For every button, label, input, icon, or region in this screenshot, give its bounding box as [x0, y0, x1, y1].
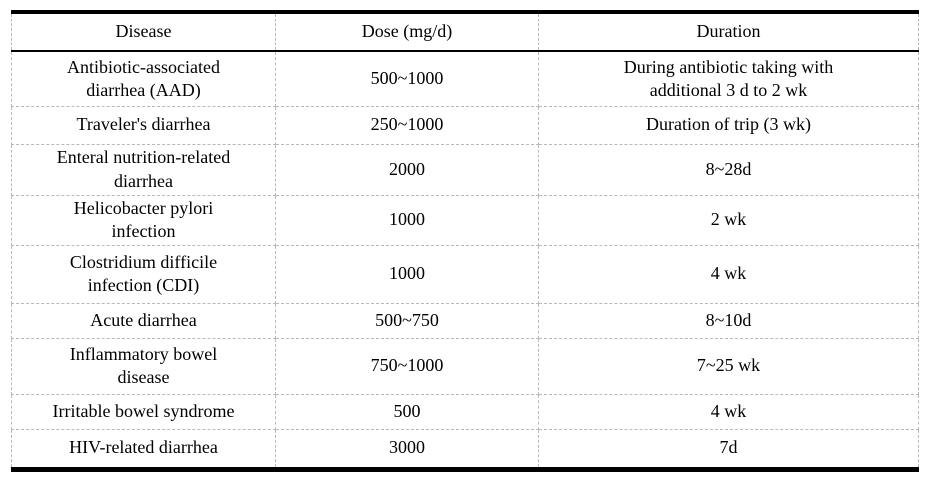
- duration-cell: 7~25 wk: [538, 337, 919, 395]
- disease-cell: Antibiotic-associated diarrhea (AAD): [11, 50, 276, 107]
- disease-cell: Enteral nutrition-related diarrhea: [11, 143, 276, 196]
- duration-cell: 7d: [538, 428, 919, 470]
- duration-cell: 8~28d: [538, 143, 919, 196]
- dose-cell: 1000: [275, 244, 539, 304]
- disease-cell: Clostridium difficile infection (CDI): [11, 244, 276, 304]
- table-row: Traveler's diarrhea 250~1000 Duration of…: [11, 105, 919, 145]
- dose-cell: 3000: [275, 428, 539, 470]
- table-row: HIV-related diarrhea 3000 7d: [11, 428, 919, 470]
- disease-cell: HIV-related diarrhea: [11, 428, 276, 470]
- duration-cell: Duration of trip (3 wk): [538, 105, 919, 145]
- dose-cell: 2000: [275, 143, 539, 196]
- header-row: Disease Dose (mg/d) Duration: [11, 11, 919, 52]
- duration-cell: 4 wk: [538, 393, 919, 430]
- dose-cell: 1000: [275, 194, 539, 246]
- dosage-table-container: Disease Dose (mg/d) Duration Antibiotic-…: [11, 10, 919, 472]
- disease-cell: Helicobacter pylori infection: [11, 194, 276, 246]
- col-header-duration: Duration: [538, 11, 919, 52]
- table-row: Irritable bowel syndrome 500 4 wk: [11, 393, 919, 430]
- dose-cell: 750~1000: [275, 337, 539, 395]
- table-row: Antibiotic-associated diarrhea (AAD) 500…: [11, 50, 919, 107]
- dose-cell: 500~750: [275, 302, 539, 339]
- duration-cell: During antibiotic taking with additional…: [538, 50, 919, 107]
- table-row: Enteral nutrition-related diarrhea 2000 …: [11, 143, 919, 196]
- duration-cell: 4 wk: [538, 244, 919, 304]
- dose-cell: 500~1000: [275, 50, 539, 107]
- col-header-dose: Dose (mg/d): [275, 11, 539, 52]
- disease-cell: Inflammatory bowel disease: [11, 337, 276, 395]
- duration-cell: 8~10d: [538, 302, 919, 339]
- dosage-table: Disease Dose (mg/d) Duration Antibiotic-…: [11, 10, 919, 472]
- disease-cell: Irritable bowel syndrome: [11, 393, 276, 430]
- disease-cell: Traveler's diarrhea: [11, 105, 276, 145]
- table-row: Helicobacter pylori infection 1000 2 wk: [11, 194, 919, 246]
- table-row: Acute diarrhea 500~750 8~10d: [11, 302, 919, 339]
- disease-cell: Acute diarrhea: [11, 302, 276, 339]
- col-header-disease: Disease: [11, 11, 276, 52]
- duration-cell: 2 wk: [538, 194, 919, 246]
- dose-cell: 250~1000: [275, 105, 539, 145]
- table-row: Clostridium difficile infection (CDI) 10…: [11, 244, 919, 304]
- dose-cell: 500: [275, 393, 539, 430]
- table-row: Inflammatory bowel disease 750~1000 7~25…: [11, 337, 919, 395]
